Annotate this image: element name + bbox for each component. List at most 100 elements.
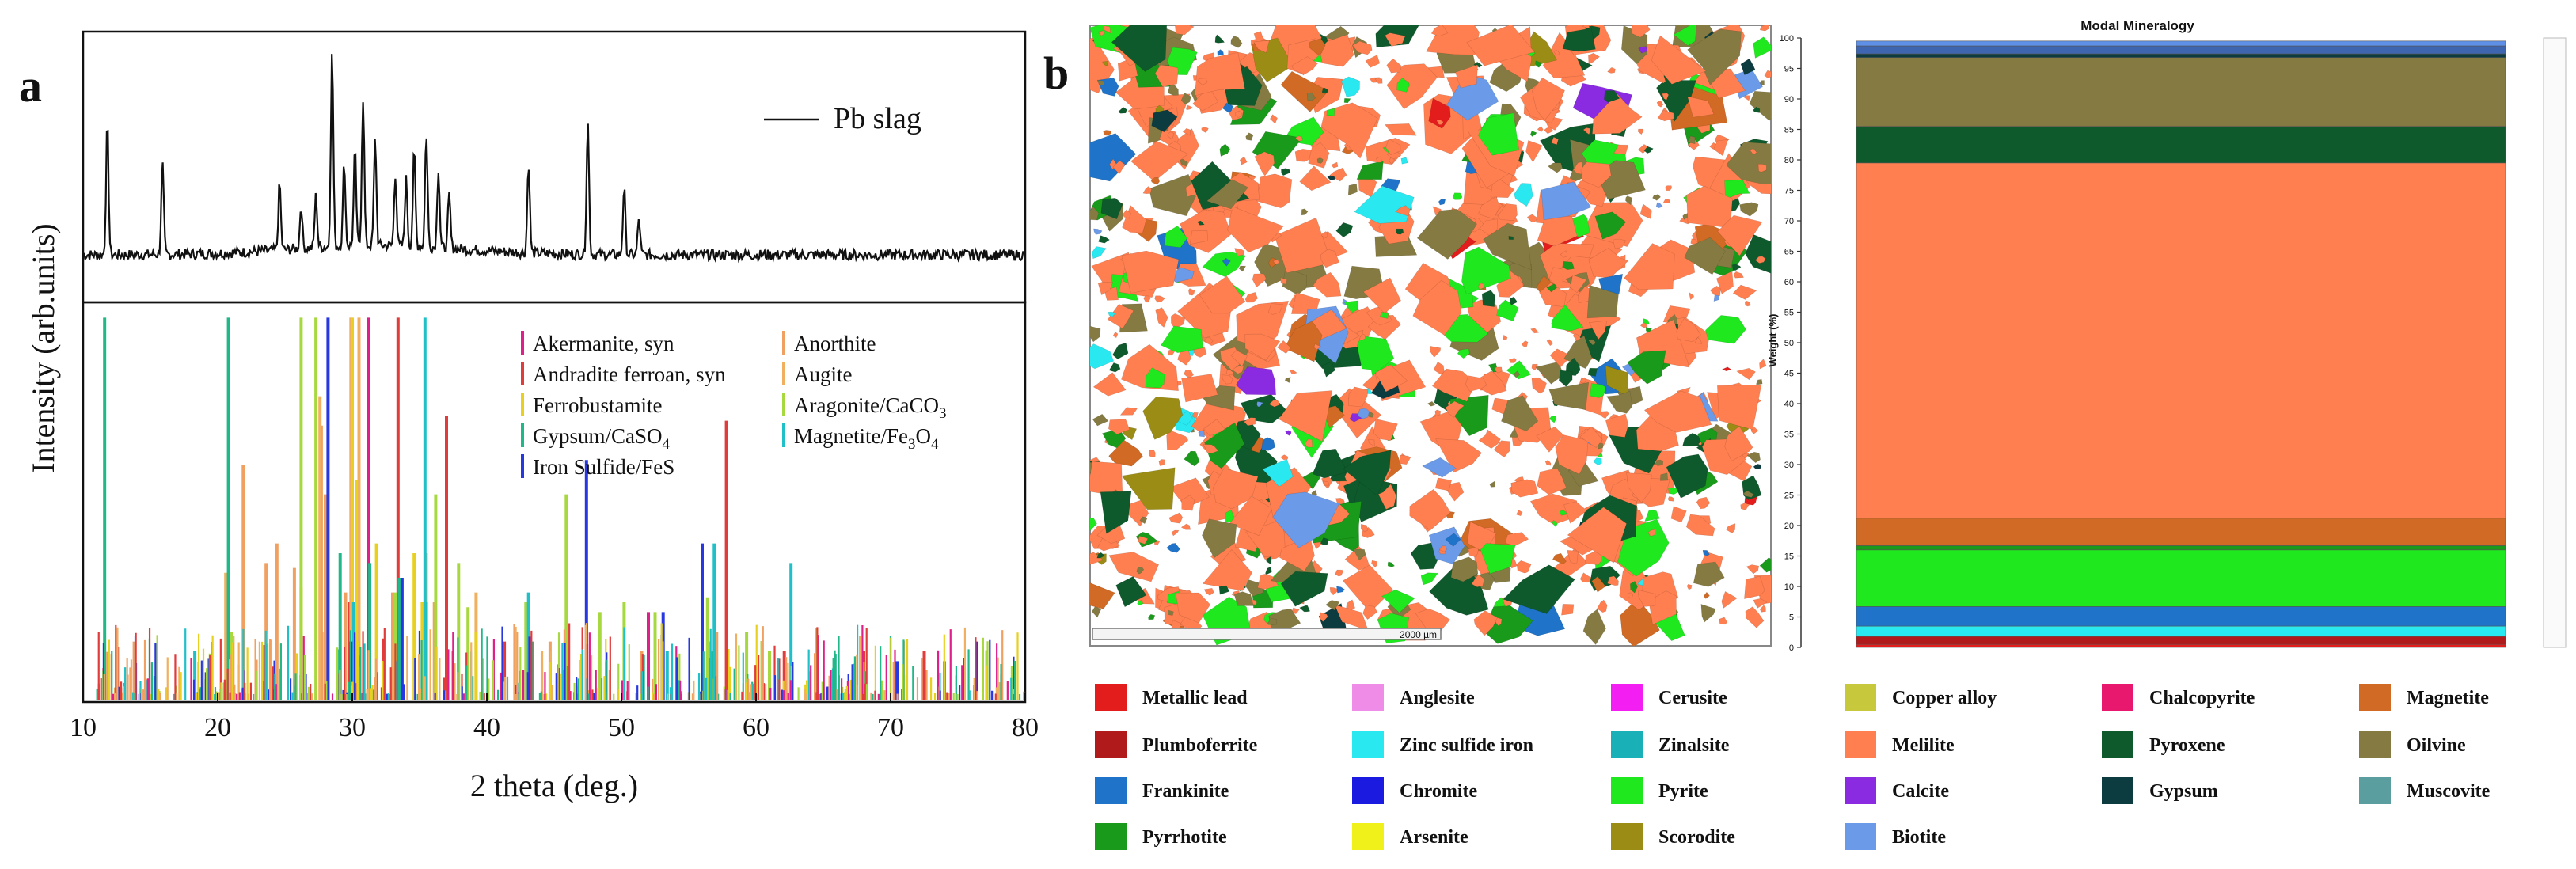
legend-label-oilvine: Oilvine [2407,735,2466,756]
mineral-grain [1189,230,1209,245]
mineral-grain [1181,495,1195,511]
mineral-grain [1422,457,1457,478]
mineral-grain [1234,248,1244,256]
mineral-grain [1238,265,1247,272]
mineral-grain [1267,303,1284,315]
legend-label-gypsum: Gypsum [2149,781,2218,802]
mineral-grain [1267,617,1278,625]
mineral-grain [1203,444,1219,454]
mineral-grain [1452,192,1463,200]
mineral-grain [1321,87,1328,94]
mineral-grain [1281,168,1290,176]
phase-legend: Akermanite, syn Anorthite Andradite ferr… [521,331,946,479]
mineral-grain [1544,126,1554,135]
weight-tick-label-5: 5 [1789,613,1794,623]
mineral-grain [1514,370,1521,378]
mineral-grain [1754,256,1766,264]
mineral-grain [1548,416,1557,423]
mineral-grain [1656,100,1664,108]
mineral-grain [1580,377,1587,384]
mineral-grain [1191,412,1199,419]
weight-tick-label-20: 20 [1784,522,1794,531]
mineral-grain [1294,135,1303,142]
mineral-grain [1202,518,1237,559]
mineral-grain [1142,397,1184,440]
mineral-grain [1395,205,1411,217]
mineral-grain [1285,430,1292,436]
mineral-grain [1749,90,1771,121]
mineral-grain [1662,93,1670,101]
mineral-grain [1713,139,1729,157]
mineral-grain [1229,495,1273,537]
mineral-grain [1150,176,1161,185]
x-axis-ticks: 10 20 30 40 50 60 70 80 [70,693,1039,742]
legend-swatch-gypsum [2102,777,2133,804]
mineral-grain [1659,472,1669,481]
mineral-map-grains [1090,25,1771,646]
mineral-grain [1115,576,1147,608]
mineral-grain [1265,566,1272,575]
mineral-grain [1662,198,1670,204]
mineral-grain [1625,195,1633,206]
mineral-grain [1496,270,1524,298]
mineral-grain [1277,340,1291,355]
mineral-grain [1731,264,1742,271]
scale-bar [1092,628,1442,640]
mineral-grain [1090,325,1101,343]
mineral-grain [1745,234,1771,274]
akermanite-legend-label: Akermanite, syn [533,332,674,355]
mineral-grain [1387,561,1396,567]
mineral-grain [1360,524,1369,533]
x-tick-label-40: 40 [473,713,500,742]
mineral-grain [1321,361,1336,378]
mineral-grain [1280,70,1329,112]
mineral-grain [1139,516,1148,525]
mineral-grain [1280,277,1287,285]
mineral-grain [1544,459,1552,466]
mineral-grain [1233,591,1254,606]
weight-tick-label-55: 55 [1784,309,1794,318]
mineral-grain [1090,517,1097,532]
mineral-grain [1687,139,1700,150]
mineral-grain [1108,439,1143,467]
mineral-grain [1321,231,1328,239]
mineral-grain [1137,599,1144,606]
mineral-grain [1613,144,1629,155]
mineral-grain [1347,386,1369,408]
mineral-grain [1558,370,1573,387]
legend-label-biotite: Biotite [1892,827,1946,848]
mineral-grain [1138,535,1149,545]
mineral-grain [1746,564,1760,575]
weight-tick-label-35: 35 [1784,431,1794,440]
mineral-grain [1218,585,1230,595]
mineral-grain [1587,339,1596,346]
mineral-grain [1266,556,1272,564]
mineral-grain [1335,569,1343,577]
mineral-grain [1181,374,1218,403]
mineral-grain [1320,249,1340,268]
mineral-grain [1579,426,1603,449]
mineral-grain [1217,49,1224,56]
mineral-grain [1142,186,1153,195]
legend-swatch-zinalsite [1611,731,1643,758]
mineral-grain [1092,372,1127,397]
mineral-grain [1465,375,1487,392]
gypsum-legend-label: Gypsum/CaSO4 [533,424,671,453]
phase-reference-frame [82,301,1027,704]
mineral-grain [1374,78,1383,84]
mineral-grain [1180,523,1191,530]
weight-tick-label-90: 90 [1784,95,1794,104]
mineral-grain [1667,496,1675,502]
mineral-grain [1154,295,1166,303]
mineral-grain [1203,336,1214,344]
legend-swatch-metallic-lead [1095,684,1127,711]
mineral-grain [1254,151,1275,176]
stack-segment-zinc-sulfide-iron [1856,625,2506,637]
mineral-grain [1764,70,1771,78]
mineral-grain [1438,545,1447,552]
mineral-grain [1551,136,1559,146]
weight-tick-label-40: 40 [1784,400,1794,409]
mineral-grain [1103,130,1111,136]
mineral-grain [1740,503,1750,510]
mineral-grain [1689,292,1695,301]
